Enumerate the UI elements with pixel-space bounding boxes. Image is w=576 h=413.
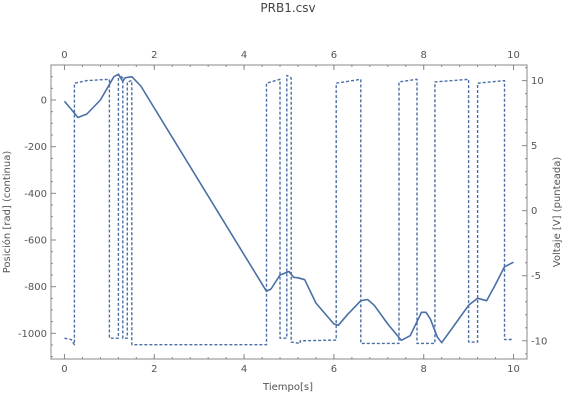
ticks-layer: 0 0 2 2 4 4 6 6 8 8 10 10 0 -200 -400 -600 -800 -1000 10 5 0… — [18, 50, 547, 375]
x-top-tick-label: 2 — [151, 50, 157, 61]
y2-axis-label: Voltaje [V] (punteada) — [552, 157, 563, 268]
x-tick-label: 4 — [241, 364, 247, 375]
y-axis-label: Posición [rad] (continua) — [1, 151, 13, 274]
x-tick-label: 8 — [421, 364, 427, 375]
x-tick-label: 6 — [331, 364, 337, 375]
y2-tick-label: 0 — [531, 206, 537, 217]
y2-tick-label: 10 — [531, 76, 544, 87]
plot-frame — [50, 64, 528, 360]
x-top-tick-label: 0 — [61, 50, 67, 61]
y-tick-label: -1000 — [18, 329, 47, 340]
x-tick-label: 10 — [507, 364, 520, 375]
x-top-tick-label: 8 — [421, 50, 427, 61]
x-top-tick-label: 10 — [507, 50, 520, 61]
y2-tick-label: -5 — [531, 271, 541, 282]
y-tick-label: -800 — [24, 282, 47, 293]
x-tick-label: 0 — [61, 364, 67, 375]
y-tick-label: -600 — [24, 236, 47, 247]
x-top-tick-label: 6 — [331, 50, 337, 61]
chart-title: PRB1.csv — [260, 1, 315, 15]
x-top-tick-label: 4 — [241, 50, 247, 61]
position-series-line — [63, 73, 514, 344]
y-tick-label: -200 — [24, 142, 47, 153]
series-layer — [63, 73, 514, 346]
voltage-series-line — [64, 73, 514, 346]
y-tick-label: 0 — [41, 96, 47, 107]
x-axis-label: Tiempo[s] — [262, 382, 313, 393]
y2-tick-label: -10 — [531, 336, 547, 347]
y2-tick-label: 5 — [531, 141, 537, 152]
y-tick-label: -400 — [24, 189, 47, 200]
x-tick-label: 2 — [151, 364, 157, 375]
